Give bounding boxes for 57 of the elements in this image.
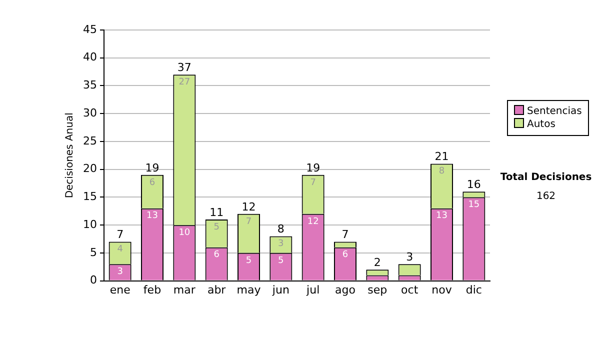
data-label: 6 bbox=[149, 178, 156, 188]
total-label: 19 bbox=[145, 161, 160, 174]
total-label: 7 bbox=[342, 228, 349, 242]
legend-label: Autos bbox=[526, 118, 556, 131]
x-tick-label: jul bbox=[306, 283, 320, 296]
data-label: 13 bbox=[146, 211, 158, 222]
total-label: 7 bbox=[116, 228, 124, 242]
total-label: 19 bbox=[306, 161, 320, 174]
x-tick-label: nov bbox=[432, 283, 452, 296]
data-label: 27 bbox=[178, 77, 190, 88]
x-tick-label: ene bbox=[110, 283, 131, 296]
x-tick-label: dic bbox=[466, 283, 482, 296]
text: Total Decisiones bbox=[499, 172, 593, 183]
data-label: 7 bbox=[310, 178, 316, 188]
y-tick-label: 30 bbox=[82, 106, 97, 120]
legend-label: Sentencias bbox=[526, 105, 582, 118]
y-tick-label: 5 bbox=[90, 246, 97, 259]
y-tick-label: 0 bbox=[90, 274, 97, 287]
total-label: 8 bbox=[277, 222, 284, 236]
x-tick-label: may bbox=[236, 283, 262, 296]
y-tick-label: 10 bbox=[82, 218, 97, 231]
data-label: 7 bbox=[246, 216, 252, 227]
data-label: 5 bbox=[214, 222, 220, 232]
total-label: 37 bbox=[177, 60, 192, 74]
total-label: 2 bbox=[374, 256, 381, 270]
y-tick-label: 35 bbox=[82, 78, 97, 92]
total-label: 16 bbox=[466, 178, 481, 191]
x-tick-label: jun bbox=[271, 283, 290, 296]
data-label: 12 bbox=[307, 216, 319, 227]
x-tick-label: ago bbox=[335, 283, 356, 296]
data-label: 10 bbox=[178, 228, 190, 238]
data-label: 4 bbox=[117, 244, 124, 255]
y-axis-title: Decisiones Anual bbox=[64, 112, 76, 198]
x-tick-label: abr bbox=[207, 283, 226, 296]
total-label: 11 bbox=[210, 206, 224, 219]
x-tick-label: sep bbox=[368, 283, 388, 296]
y-tick-label: 20 bbox=[82, 162, 97, 176]
data-label: 6 bbox=[342, 250, 348, 260]
total-label: 3 bbox=[406, 250, 414, 264]
y-tick-label: 40 bbox=[82, 50, 97, 64]
data-label: 3 bbox=[117, 266, 123, 277]
data-label: 6 bbox=[214, 250, 220, 260]
total-label: 12 bbox=[242, 200, 256, 214]
data-label: 5 bbox=[278, 256, 284, 266]
total-label: 21 bbox=[434, 150, 449, 164]
y-tick-label: 15 bbox=[82, 190, 97, 204]
data-label: 15 bbox=[468, 200, 480, 210]
data-label: 8 bbox=[438, 166, 445, 177]
text: 162 bbox=[535, 191, 557, 202]
data-label: 13 bbox=[436, 211, 448, 222]
data-label: 3 bbox=[278, 239, 284, 250]
x-tick-label: feb bbox=[143, 283, 162, 296]
y-tick-label: 25 bbox=[82, 134, 97, 148]
x-tick-label: mar bbox=[173, 283, 196, 296]
data-label: 5 bbox=[246, 256, 252, 266]
x-tick-label: oct bbox=[401, 283, 419, 296]
y-tick-label: 45 bbox=[82, 22, 97, 36]
